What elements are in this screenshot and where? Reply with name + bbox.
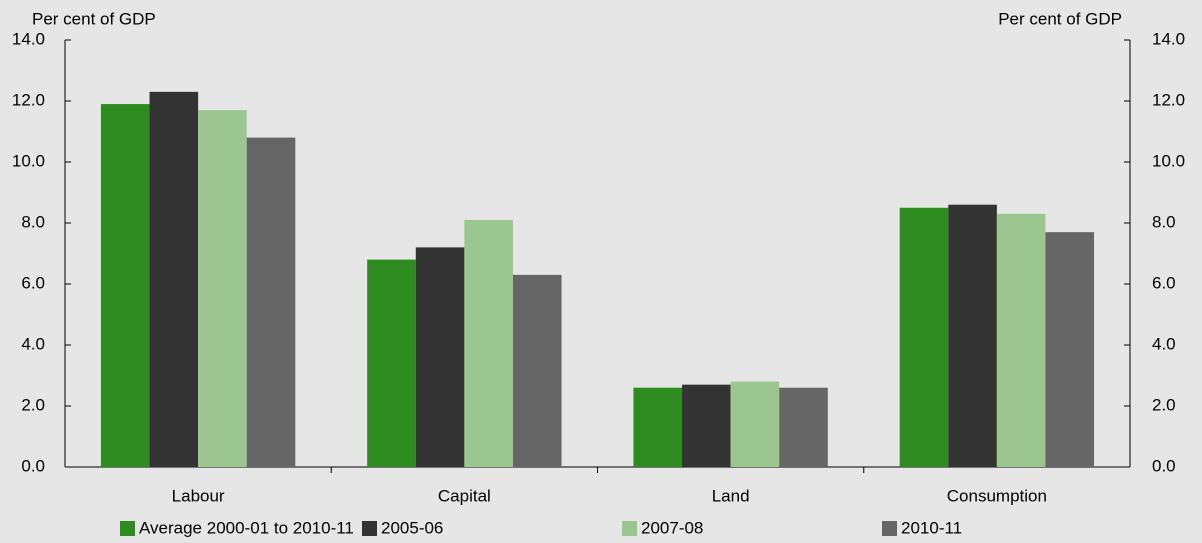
- bar: [100, 104, 150, 468]
- bar: [948, 204, 997, 467]
- bar: [1045, 232, 1095, 467]
- bar: [367, 259, 416, 467]
- y2-tick-label: 14.0: [1152, 29, 1185, 48]
- y-tick-label: 6.0: [21, 273, 45, 292]
- bar: [779, 387, 828, 467]
- legend-swatch: [362, 521, 377, 536]
- legend-swatch: [120, 521, 135, 536]
- y-tick-label: 2.0: [21, 395, 45, 414]
- legend-label: 2005-06: [381, 518, 443, 537]
- y-tick-label: 4.0: [21, 334, 45, 353]
- x-tick-label: Labour: [172, 486, 225, 505]
- y2-tick-label: 4.0: [1152, 334, 1176, 353]
- y2-tick-label: 12.0: [1152, 90, 1185, 109]
- y2-tick-label: 0.0: [1152, 456, 1176, 475]
- bar: [246, 137, 296, 467]
- legend-swatch: [882, 521, 897, 536]
- bar: [633, 387, 683, 467]
- bar: [682, 384, 731, 467]
- bar: [149, 91, 199, 467]
- legend-label: 2010-11: [901, 518, 962, 537]
- x-tick-label: Land: [712, 486, 750, 505]
- y-tick-label: 10.0: [12, 151, 45, 170]
- bar: [198, 110, 247, 468]
- y2-tick-label: 8.0: [1152, 212, 1176, 231]
- bar: [899, 207, 949, 467]
- x-tick-label: Consumption: [947, 486, 1047, 505]
- legend-label: Average 2000-01 to 2010-11: [139, 518, 354, 537]
- bar: [464, 219, 513, 467]
- x-tick-label: Capital: [438, 486, 491, 505]
- y2-axis-label: Per cent of GDP: [998, 9, 1122, 28]
- y-tick-label: 8.0: [21, 212, 45, 231]
- legend-label: 2007-08: [641, 518, 703, 537]
- y2-tick-label: 10.0: [1152, 151, 1185, 170]
- y-axis-label: Per cent of GDP: [32, 9, 156, 28]
- bar: [996, 213, 1046, 467]
- y-tick-label: 14.0: [12, 29, 45, 48]
- bar: [512, 274, 562, 467]
- y2-tick-label: 6.0: [1152, 273, 1176, 292]
- y2-tick-label: 2.0: [1152, 395, 1176, 414]
- bar: [730, 381, 780, 467]
- y-tick-label: 0.0: [21, 456, 45, 475]
- legend-swatch: [622, 521, 637, 536]
- bar: [415, 247, 465, 467]
- y-tick-label: 12.0: [12, 90, 45, 109]
